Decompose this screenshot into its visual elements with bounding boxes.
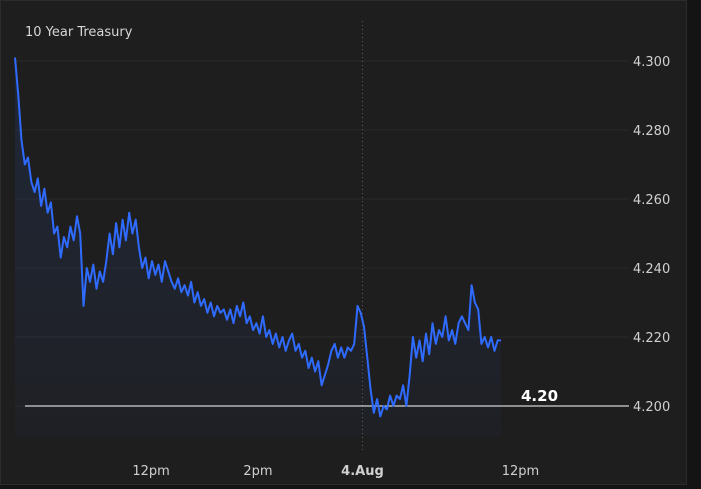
reference-line-label: 4.20	[521, 387, 558, 405]
chart-container: 10 Year Treasury 4.300 4.280 4.260 4.240 4.2…	[0, 0, 687, 485]
grid-lines	[15, 60, 629, 407]
x-tick-label: 12pm	[132, 464, 169, 479]
y-tick-label: 4.280	[633, 124, 670, 139]
x-axis-ticks: 12pm 2pm 4.Aug 12pm	[132, 464, 539, 479]
x-tick-label: 2pm	[243, 464, 272, 479]
chart-title: 10 Year Treasury	[25, 25, 133, 40]
y-tick-label: 4.300	[633, 55, 670, 70]
x-tick-label: 12pm	[502, 464, 539, 479]
y-axis-ticks: 4.300 4.280 4.260 4.240 4.220 4.200	[633, 55, 670, 415]
series-line	[14, 57, 501, 418]
y-tick-label: 4.200	[633, 400, 670, 415]
y-tick-label: 4.220	[633, 331, 670, 346]
series-area	[15, 57, 501, 436]
x-tick-label: 4.Aug	[341, 464, 384, 479]
y-tick-label: 4.260	[633, 193, 670, 208]
chart-svg: 4.300 4.280 4.260 4.240 4.220 4.200 12pm 2pm 4.…	[14, 21, 670, 479]
y-tick-label: 4.240	[633, 262, 670, 277]
